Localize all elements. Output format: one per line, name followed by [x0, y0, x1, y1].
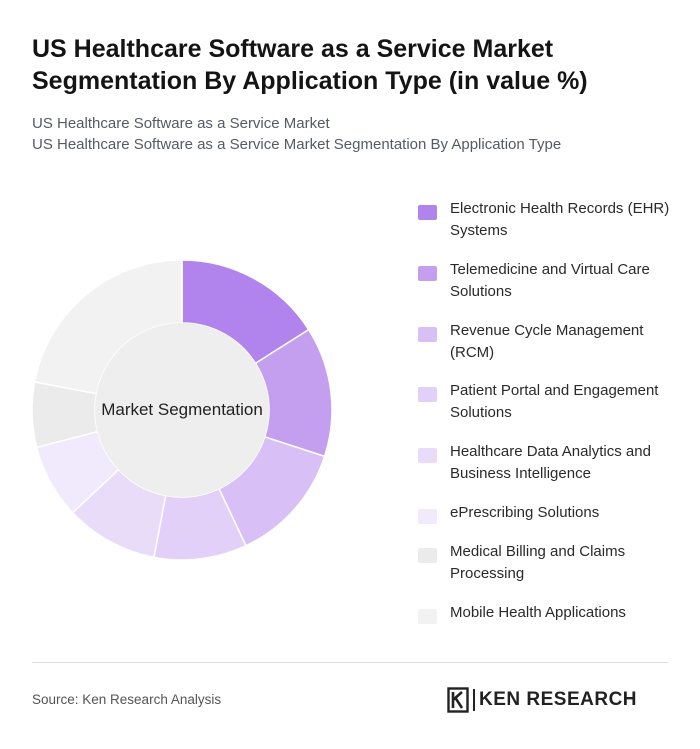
footer-divider — [32, 662, 668, 663]
legend-swatch — [418, 448, 437, 463]
legend-label: Electronic Health Records (EHR) Systems — [450, 200, 670, 239]
ken-research-logo-icon — [447, 687, 469, 713]
chart-subtitle: US Healthcare Software as a Service Mark… — [32, 113, 561, 155]
legend-swatch — [418, 609, 437, 624]
legend-label: ePrescribing Solutions — [450, 504, 600, 521]
donut-center — [95, 323, 269, 497]
legend-swatch — [418, 387, 437, 402]
subtitle-line-1: US Healthcare Software as a Service Mark… — [32, 115, 330, 132]
source-note: Source: Ken Research Analysis — [32, 692, 222, 707]
legend-label: Patient Portal and Engagement Solutions — [450, 382, 659, 421]
legend-label: Medical Billing and Claims Processing — [450, 543, 626, 582]
legend-swatch — [418, 327, 437, 342]
brand-name: KEN RESEARCH — [479, 689, 638, 710]
brand-divider — [473, 689, 475, 711]
donut-chart — [31, 259, 333, 561]
legend-label: Healthcare Data Analytics and Business I… — [450, 443, 651, 482]
brand-logo: KEN RESEARCH — [447, 685, 637, 715]
legend-label: Mobile Health Applications — [450, 604, 626, 621]
chart-title: US Healthcare Software as a Service Mark… — [32, 35, 588, 95]
legend-swatch — [418, 205, 437, 220]
legend-swatch — [418, 548, 437, 563]
donut-center-label: Market Segmentation — [101, 400, 263, 419]
legend-label: Telemedicine and Virtual Care Solutions — [450, 261, 650, 300]
legend-label: Revenue Cycle Management (RCM) — [450, 322, 644, 361]
subtitle-line-2: US Healthcare Software as a Service Mark… — [32, 136, 562, 153]
legend-swatch — [418, 266, 437, 281]
legend-swatch — [418, 509, 437, 524]
